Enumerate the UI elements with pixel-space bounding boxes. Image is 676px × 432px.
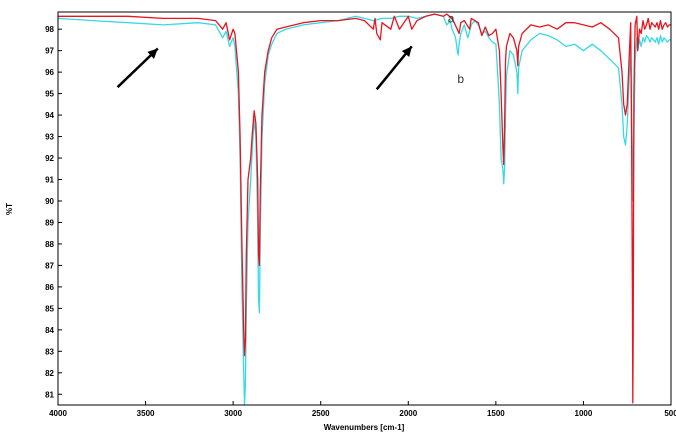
y-tick-label: 85 [45, 304, 54, 313]
annotation-arrow-head [147, 48, 158, 59]
annotation-label-a: a [448, 12, 455, 26]
x-tick-label: 1000 [575, 409, 593, 418]
y-tick-label: 91 [45, 176, 54, 185]
x-tick-label: 2000 [399, 409, 417, 418]
y-tick-label: 97 [45, 47, 54, 56]
y-tick-label: 81 [45, 390, 54, 399]
x-tick-label: 1500 [487, 409, 505, 418]
y-tick-label: 94 [45, 111, 54, 120]
x-axis-ticks: 4000 3500 3000 2500 2000 1500 1000 500 [49, 401, 676, 418]
x-tick-label: 500 [664, 409, 676, 418]
annotations: ab [116, 12, 464, 91]
y-tick-label: 82 [45, 369, 54, 378]
y-tick-label: 84 [45, 326, 54, 335]
y-tick-label: 93 [45, 133, 54, 142]
y-tick-label: 90 [45, 197, 54, 206]
annotation-arrow-head [401, 46, 412, 58]
annotation-label-b: b [457, 72, 464, 86]
y-tick-label: 98 [45, 25, 54, 34]
y-tick-label: 87 [45, 261, 54, 270]
y-tick-label: 92 [45, 154, 54, 163]
x-axis-title: Wavenumbers [cm-1] [324, 423, 405, 432]
plot-frame [57, 11, 672, 406]
x-tick-label: 3500 [137, 409, 155, 418]
y-axis-title: %T [5, 203, 14, 215]
series-line-a [58, 13, 671, 404]
y-tick-label: 88 [45, 240, 54, 249]
y-tick-label: 86 [45, 283, 54, 292]
y-axis-ticks: 81 82 83 84 85 86 87 88 89 90 91 92 93 94 95 96 97 98 [45, 25, 62, 399]
x-tick-label: 4000 [49, 409, 67, 418]
y-tick-label: 83 [45, 347, 54, 356]
y-tick-label: 95 [45, 90, 54, 99]
x-tick-label: 2500 [312, 409, 330, 418]
plot-lines [57, 13, 671, 406]
x-tick-label: 3000 [224, 409, 242, 418]
y-tick-label: 96 [45, 68, 54, 77]
y-tick-label: 89 [45, 218, 54, 227]
